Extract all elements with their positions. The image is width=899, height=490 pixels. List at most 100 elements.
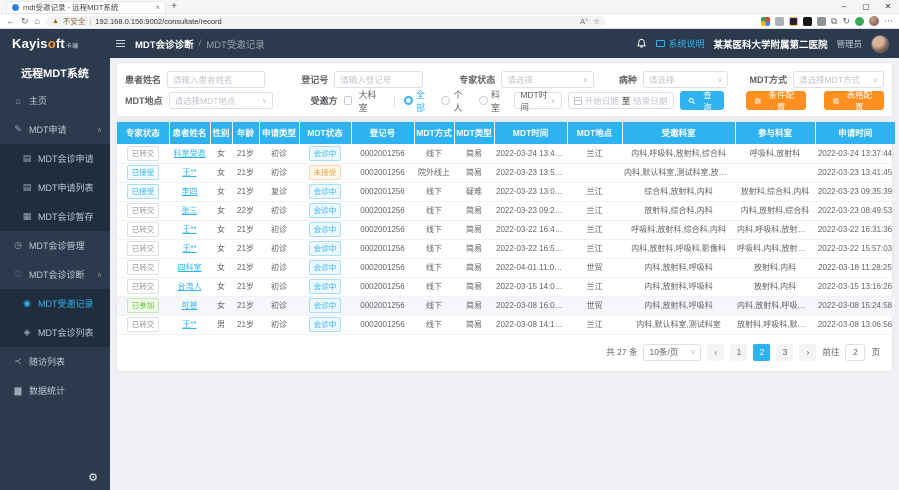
- sidebar-item-mdt-apply-list[interactable]: ▤ MDT申请列表: [0, 173, 110, 202]
- pagination-total: 共 27 条: [606, 347, 638, 357]
- time-type-select[interactable]: MDT时间 ∨: [514, 90, 562, 112]
- window-close-button[interactable]: ✕: [884, 1, 892, 11]
- home-icon[interactable]: ⌂: [34, 15, 40, 26]
- window-maximize-button[interactable]: ▢: [862, 1, 870, 11]
- url-box[interactable]: ▲ 不安全 | 192.168.0.156:9002/consultate/re…: [45, 15, 606, 27]
- mdt-time-cell: 2022-03-08 16:00:00: [494, 296, 567, 316]
- invited-depts-cell: 内科,呼吸科,放射科,综合科: [622, 144, 735, 164]
- tab-close-icon[interactable]: ×: [155, 3, 160, 12]
- invited-party-radio-个人[interactable]: 个人: [441, 88, 470, 114]
- expert-status-select[interactable]: 请选择 ∨: [501, 71, 595, 88]
- sidebar-item-mdt-consult-apply[interactable]: ▤ MDT会诊申请: [0, 144, 110, 173]
- patient-name-link[interactable]: 王**: [182, 225, 197, 234]
- search-button[interactable]: 查询: [680, 90, 724, 112]
- apply-time-cell: 2022-03-22 16:31:36: [815, 220, 895, 240]
- sidebar-item-statistics[interactable]: ▆ 数据统计: [0, 376, 110, 405]
- extension-icon[interactable]: [817, 16, 827, 26]
- back-icon[interactable]: ←: [6, 15, 15, 26]
- mdt-time-cell: 2022-03-15 14:00:00: [494, 277, 567, 297]
- sidebar-collapse-icon[interactable]: [116, 40, 125, 47]
- patient-name-link[interactable]: 王**: [182, 320, 197, 329]
- gear-icon[interactable]: ⚙: [88, 472, 98, 484]
- gender-cell: 女: [210, 144, 232, 164]
- favorite-star-icon[interactable]: ☆: [593, 16, 600, 26]
- mdt-status-badge: 会诊中: [308, 241, 342, 256]
- sidebar-item-followup-list[interactable]: ≺ 随访列表: [0, 347, 110, 376]
- extension-icon[interactable]: [855, 16, 864, 26]
- extension-icon[interactable]: [761, 16, 771, 26]
- patient-name-link[interactable]: 王**: [182, 244, 197, 253]
- system-info-link[interactable]: 系统说明: [656, 37, 704, 50]
- extension-icon[interactable]: [803, 16, 813, 26]
- page-button-1[interactable]: 1: [730, 343, 748, 361]
- browser-tab[interactable]: mdt受邀记录 - 远程MDT系统 ×: [6, 1, 166, 13]
- sync-icon[interactable]: ↻: [842, 15, 850, 26]
- register-no-input[interactable]: 请输入登记号: [334, 71, 424, 88]
- disease-select[interactable]: 请选择 ∨: [642, 71, 729, 88]
- invited-party-radio-全部[interactable]: 全部: [404, 88, 433, 114]
- expert-status-cell: 已接受: [117, 163, 169, 183]
- sidebar-item-home[interactable]: ⌂ 主页: [0, 86, 110, 115]
- apply-time-cell: 2022-03-23 13:41:45: [815, 163, 895, 183]
- browser-profile-avatar[interactable]: [869, 16, 879, 26]
- condition-config-button[interactable]: 条件配置: [745, 90, 806, 112]
- patient-name-link[interactable]: 台湾人: [177, 282, 202, 291]
- page-button-3[interactable]: 3: [776, 343, 794, 361]
- new-tab-button[interactable]: +: [171, 1, 177, 12]
- sidebar-item-mdt-consult-list[interactable]: ◈ MDT会诊列表: [0, 318, 110, 347]
- apply-type-cell: 复诊: [259, 182, 299, 202]
- age-cell: 21岁: [232, 220, 259, 240]
- sidebar-item-mdt-diagnosis[interactable]: ♡ MDT会诊诊断 ∧: [0, 260, 110, 289]
- next-page-button[interactable]: ›: [799, 343, 817, 361]
- mdt-type-cell: 简易: [454, 144, 494, 164]
- read-aloud-icon[interactable]: Aᐠ: [580, 16, 589, 26]
- goto-page-input[interactable]: [845, 343, 866, 361]
- radio-icon: [441, 96, 451, 105]
- sidebar-submenu: ▤ MDT会诊申请 ▤ MDT申请列表 ▦ MDT会诊暂存: [0, 144, 110, 231]
- date-range-input[interactable]: 开始日期 至 结束日期: [567, 92, 675, 109]
- apply-time-cell: 2022-03-08 13:06:56: [815, 315, 895, 335]
- sidebar-item-mdt-invite-record[interactable]: ◉ MDT受邀记录: [0, 289, 110, 318]
- column-header: 受邀科室: [622, 122, 736, 144]
- invited-party-radio-科室[interactable]: 科室: [478, 88, 508, 114]
- sidebar-item-mdt-consult-draft[interactable]: ▦ MDT会诊暂存: [0, 202, 110, 231]
- gender-cell: 男: [210, 315, 232, 335]
- extension-icon[interactable]: [775, 16, 785, 26]
- breadcrumb-parent[interactable]: MDT会诊诊断: [135, 39, 194, 51]
- bell-icon[interactable]: [636, 38, 647, 49]
- table-header-row: 专家状态 患者姓名 性别 年龄 申请类型 MDT状态 登记号 MDT方式 MDT类型 MDT时间 M…: [117, 122, 895, 144]
- invited-party-label: 受邀方: [310, 96, 338, 106]
- mdt-location-cell: 兰江: [567, 182, 622, 202]
- extension-icon[interactable]: [789, 16, 799, 26]
- patient-name-link[interactable]: 可甚: [181, 301, 198, 310]
- table-row: 已接受 李四 女 21岁 复诊 会诊中 0002001256 线下 疑难 2022-03-23 1…: [117, 182, 895, 202]
- expert-status-cell: 已转交: [117, 258, 169, 278]
- page-size-select[interactable]: 10条/页 ∨: [643, 343, 702, 361]
- big-dept-checkbox[interactable]: [343, 96, 353, 105]
- page-button-2[interactable]: 2: [753, 343, 771, 361]
- sidebar-item-mdt-manage[interactable]: ◷ MDT会诊管理: [0, 231, 110, 260]
- patient-name-link[interactable]: 王**: [182, 168, 197, 177]
- patient-name-link[interactable]: 四科室: [177, 263, 202, 272]
- sidebar-item-label: 主页: [29, 96, 48, 106]
- mdt-location-select[interactable]: 请选择MDT地点 ∨: [168, 92, 273, 109]
- prev-page-button[interactable]: ‹: [707, 343, 725, 361]
- patient-name-link[interactable]: 科室受邀: [173, 148, 206, 158]
- split-screen-icon[interactable]: ⧉: [831, 15, 838, 26]
- refresh-icon[interactable]: ↻: [21, 15, 29, 26]
- patient-name-input[interactable]: 请输入患者姓名: [167, 71, 266, 88]
- mdt-mode-select[interactable]: 请选择MDT方式 ∨: [793, 71, 885, 88]
- patient-name-link[interactable]: 李四: [181, 187, 198, 196]
- age-cell: 21岁: [232, 258, 259, 278]
- user-avatar[interactable]: [871, 34, 889, 53]
- patient-name-link[interactable]: 张三: [181, 206, 198, 215]
- patient-name-label: 患者姓名: [125, 75, 162, 85]
- mdt-status-cell: 会诊中: [299, 220, 351, 240]
- window-minimize-button[interactable]: –: [841, 1, 847, 11]
- browser-menu-icon[interactable]: ⋯: [884, 15, 893, 26]
- apply-time-cell: 2022-03-24 13:37:44: [815, 144, 895, 164]
- sidebar-item-mdt-apply[interactable]: ✎ MDT申请 ∧: [0, 115, 110, 144]
- table-config-button[interactable]: 表格配置: [823, 90, 885, 112]
- sidebar-item-label: MDT会诊列表: [38, 328, 94, 338]
- favicon: [12, 4, 19, 11]
